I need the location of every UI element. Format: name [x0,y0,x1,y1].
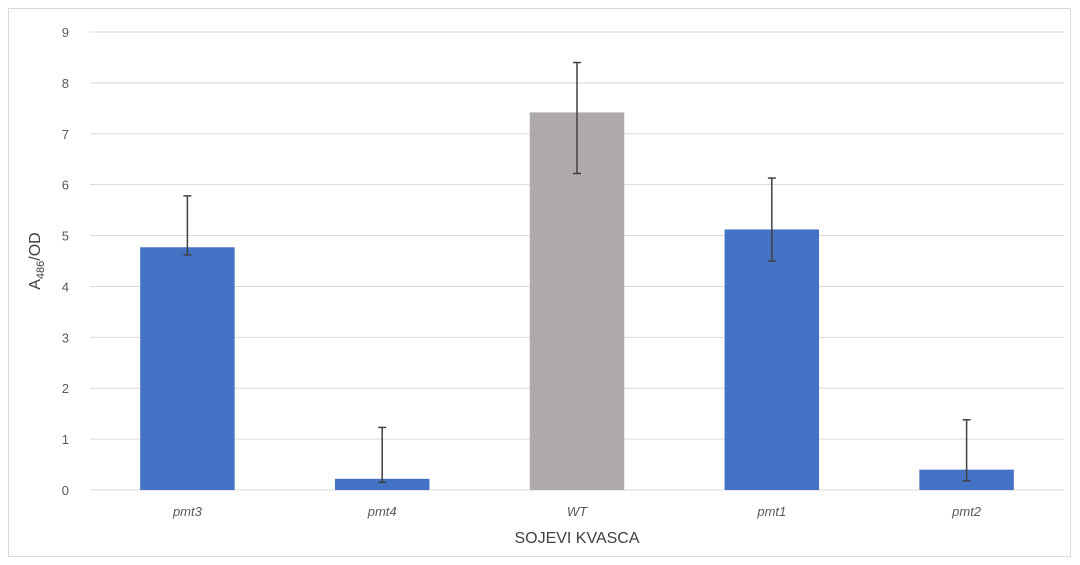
y-tick-label: 4 [62,279,69,294]
y-tick-label: 6 [62,178,69,193]
error-bar-pmt3 [183,195,192,256]
x-tick-label: pmt1 [756,504,786,519]
chart-frame: 0 1 2 3 4 5 6 7 8 9 pmt3 pmt4 WT pmt1 pmt2 SOJEVI KVA… [8,8,1071,557]
bar-pmt3 [140,247,235,490]
y-tick-label: 3 [62,330,69,345]
error-bar-wt [573,61,581,175]
bar-chart: 0 1 2 3 4 5 6 7 8 9 pmt3 pmt4 WT pmt1 pmt2 SOJEVI KVA… [27,25,1064,547]
y-tick-label: 0 [62,483,69,498]
x-tick-label: pmt2 [951,504,982,519]
bar-wt [529,112,625,490]
x-tick-label: WT [567,504,588,519]
error-bar-pmt4 [378,426,387,484]
y-axis-title: A486/OD [27,232,47,289]
y-tick-label: 5 [62,229,69,244]
y-tick-label: 9 [62,25,69,40]
y-tick-label: 8 [62,76,69,91]
x-tick-label: pmt3 [172,504,203,519]
y-tick-label: 1 [62,432,69,447]
bar-pmt4 [334,478,430,490]
error-bar-pmt1 [767,177,776,262]
bar-pmt1 [724,229,820,490]
error-bar-pmt2 [962,419,971,482]
y-tick-label: 7 [62,127,69,142]
y-tick-label: 2 [62,381,69,396]
x-axis-title: SOJEVI KVASCA [514,530,639,547]
x-tick-label: pmt4 [367,504,397,519]
